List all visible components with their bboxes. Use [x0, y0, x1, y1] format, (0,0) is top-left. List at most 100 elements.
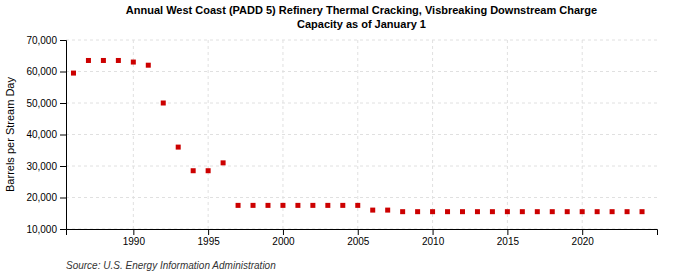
tick-label: 70,000 — [26, 35, 57, 46]
tick-mark — [358, 229, 359, 235]
grid-line — [208, 40, 209, 229]
annotation: Source: U.S. Energy Information Administ… — [66, 260, 276, 271]
tick-label: 2015 — [497, 236, 520, 247]
tick-mark — [433, 229, 434, 235]
tick: 20,000 — [26, 192, 66, 203]
point — [610, 209, 615, 214]
grid-line — [66, 71, 657, 72]
tick: 60,000 — [26, 66, 66, 77]
point — [355, 203, 360, 208]
tick-label: 2000 — [272, 236, 295, 247]
tick-label: 20,000 — [26, 192, 57, 203]
point — [565, 209, 570, 214]
point — [101, 58, 106, 63]
tick: 1995 — [198, 229, 221, 247]
tick: 2000 — [272, 229, 295, 247]
point — [595, 209, 600, 214]
point — [640, 209, 645, 214]
tick-mark — [283, 229, 284, 235]
point — [236, 203, 241, 208]
grid-line — [357, 40, 358, 229]
axis-line — [60, 41, 67, 230]
tick-label: 40,000 — [26, 129, 57, 140]
title: Annual West Coast (PADD 5) Refinery Ther… — [126, 4, 597, 30]
tick: 50,000 — [26, 98, 66, 109]
tick-mark — [60, 229, 66, 230]
point — [86, 58, 91, 63]
point — [535, 209, 540, 214]
y-axis: 10,000 20,000 30,000 40,000 50,000 60,000 70,0… — [26, 35, 66, 235]
point — [295, 203, 300, 208]
points — [71, 58, 645, 214]
tick-mark — [582, 229, 583, 235]
point — [206, 168, 211, 173]
grid-line — [66, 134, 657, 135]
point — [325, 203, 330, 208]
grid-line — [66, 166, 657, 167]
tick: 1990 — [123, 229, 146, 247]
tick-label: 60,000 — [26, 66, 57, 77]
point — [310, 203, 315, 208]
tick-mark — [60, 198, 66, 199]
tick-label: 2005 — [347, 236, 370, 247]
grid — [66, 40, 657, 229]
tick-label: 1990 — [123, 236, 146, 247]
point — [265, 203, 270, 208]
tick-mark — [133, 229, 134, 235]
point — [445, 209, 450, 214]
tick-label: 2010 — [422, 236, 445, 247]
grid-line — [66, 197, 657, 198]
point — [191, 168, 196, 173]
grid-line — [133, 40, 134, 229]
tick-label: 1995 — [198, 236, 221, 247]
point — [176, 145, 181, 150]
point — [385, 208, 390, 213]
point — [161, 101, 166, 106]
tick-label: 10,000 — [26, 224, 57, 235]
point — [580, 209, 585, 214]
point — [625, 209, 630, 214]
point — [430, 209, 435, 214]
point — [475, 209, 480, 214]
tick: 2005 — [347, 229, 370, 247]
point — [146, 63, 151, 68]
tick: 40,000 — [26, 129, 66, 140]
axis-line — [67, 230, 658, 236]
grid-line — [282, 40, 283, 229]
point — [71, 71, 76, 76]
tick-mark — [208, 229, 209, 235]
tick: 2020 — [572, 229, 595, 247]
tick-label: 50,000 — [26, 98, 57, 109]
tick-mark — [60, 135, 66, 136]
plot-area: 1990 1995 2000 2005 2010 2015 2020 10,000 20,000… — [26, 35, 657, 247]
point — [370, 208, 375, 213]
x-axis: 1990 1995 2000 2005 2010 2015 2020 — [67, 229, 658, 247]
tick-mark — [60, 40, 66, 41]
tick-label: 2020 — [572, 236, 595, 247]
chart: 1990 1995 2000 2005 2010 2015 2020 10,000 20,000… — [0, 0, 675, 275]
point — [221, 160, 226, 165]
point — [505, 209, 510, 214]
point — [251, 203, 256, 208]
point — [520, 209, 525, 214]
tick: 30,000 — [26, 161, 66, 172]
tick-label: 30,000 — [26, 161, 57, 172]
point — [490, 209, 495, 214]
tick-mark — [60, 72, 66, 73]
tick-mark — [507, 229, 508, 235]
point — [131, 60, 136, 65]
point — [415, 209, 420, 214]
tick-mark — [60, 166, 66, 167]
point — [460, 209, 465, 214]
tick: 70,000 — [26, 35, 66, 46]
grid-line — [66, 40, 657, 41]
grid-line — [582, 40, 583, 229]
point — [550, 209, 555, 214]
tick: 10,000 — [26, 224, 66, 235]
point — [340, 203, 345, 208]
tick: 2010 — [422, 229, 445, 247]
grid-line — [66, 103, 657, 104]
point — [280, 203, 285, 208]
grid-line — [432, 40, 433, 229]
tick: 2015 — [497, 229, 520, 247]
